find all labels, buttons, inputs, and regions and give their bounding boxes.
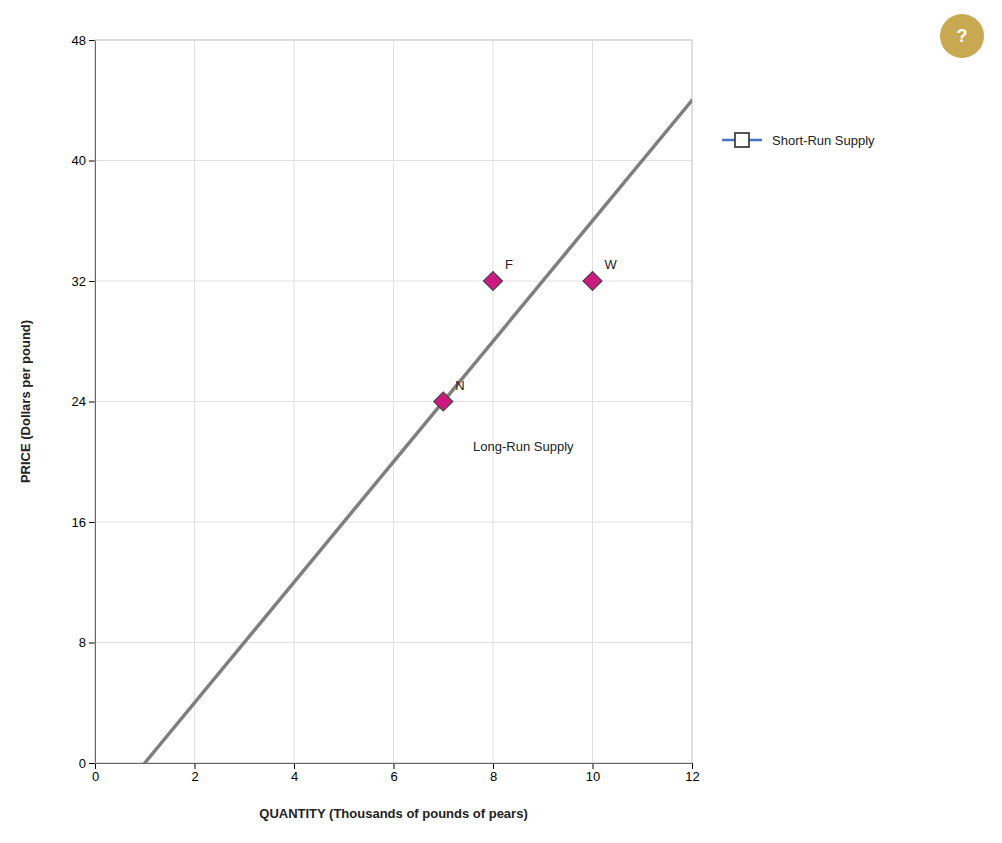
marks <box>145 100 692 763</box>
tick: 24 <box>72 394 95 409</box>
legend-label: Short-Run Supply <box>772 133 875 148</box>
tick: 12 <box>685 763 699 784</box>
tick-mark <box>195 763 196 769</box>
tick: 6 <box>390 763 397 784</box>
point-label: F <box>505 257 513 272</box>
tick-label: 10 <box>586 769 600 784</box>
tick-mark <box>593 763 594 769</box>
tick-label: 32 <box>72 274 86 289</box>
tick-label: 16 <box>72 515 86 530</box>
tick-mark <box>89 643 95 644</box>
y-axis-title: PRICE (Dollars per pound) <box>18 320 33 483</box>
tick-mark <box>89 281 95 282</box>
tick-label: 6 <box>390 769 397 784</box>
grid-line <box>95 522 692 523</box>
tick: 2 <box>191 763 198 784</box>
legend: Short-Run Supply <box>722 133 875 148</box>
tick-label: 40 <box>72 153 86 168</box>
x-axis-title: QUANTITY (Thousands of pounds of pears) <box>259 806 527 821</box>
tick: 48 <box>72 33 95 48</box>
annotation: Long-Run Supply <box>473 439 574 454</box>
help-badge: ? <box>940 14 984 58</box>
tick-label: 8 <box>79 635 86 650</box>
tick-mark <box>89 40 95 41</box>
grid-line <box>95 160 692 161</box>
tick: 8 <box>490 763 497 784</box>
tick-mark <box>89 161 95 162</box>
chart: 024681012081624324048NFWLong-Run Supply?… <box>0 0 1002 843</box>
line <box>145 100 692 763</box>
tick-mark <box>394 763 395 769</box>
grid-line <box>95 642 692 643</box>
point-label: N <box>455 378 464 393</box>
tick-label: 8 <box>490 769 497 784</box>
tick-label: 0 <box>92 769 99 784</box>
grid <box>95 40 692 763</box>
tick-mark <box>89 763 95 764</box>
tick: 0 <box>79 756 95 771</box>
tick-mark <box>89 522 95 523</box>
point <box>484 272 503 291</box>
x-axis: 0 2 4 6 8 10 12 <box>92 763 700 784</box>
plot-frame <box>95 40 692 763</box>
annotation: ? <box>957 26 968 46</box>
tick: 4 <box>291 763 298 784</box>
tick-label: 2 <box>191 769 198 784</box>
tick-label: 24 <box>72 394 86 409</box>
tick: 10 <box>586 763 600 784</box>
tick-mark <box>692 763 693 769</box>
plot: 024681012081624324048NFWLong-Run Supply <box>72 33 700 785</box>
tick-mark <box>294 763 295 769</box>
tick-mark <box>493 763 494 769</box>
grid-line <box>95 401 692 402</box>
tick-label: 12 <box>685 769 699 784</box>
tick: 40 <box>72 153 95 168</box>
tick: 16 <box>72 515 95 530</box>
point <box>434 392 453 411</box>
labels: N F W Long-Run Supply <box>455 257 617 454</box>
y-axis: 0 8 16 24 32 40 48 <box>72 33 96 771</box>
tick: 8 <box>79 635 95 650</box>
tick: 0 <box>92 763 99 784</box>
tick-mark <box>89 402 95 403</box>
axis-line <box>96 764 693 770</box>
tick-label: 4 <box>291 769 298 784</box>
legend-item: Short-Run Supply <box>722 133 875 148</box>
point-label: W <box>605 257 618 272</box>
point <box>583 272 602 291</box>
legend-marker <box>735 133 749 147</box>
tick: 32 <box>72 274 95 289</box>
tick-label: 0 <box>79 756 86 771</box>
help-circle <box>940 14 984 58</box>
tick-label: 48 <box>72 33 86 48</box>
